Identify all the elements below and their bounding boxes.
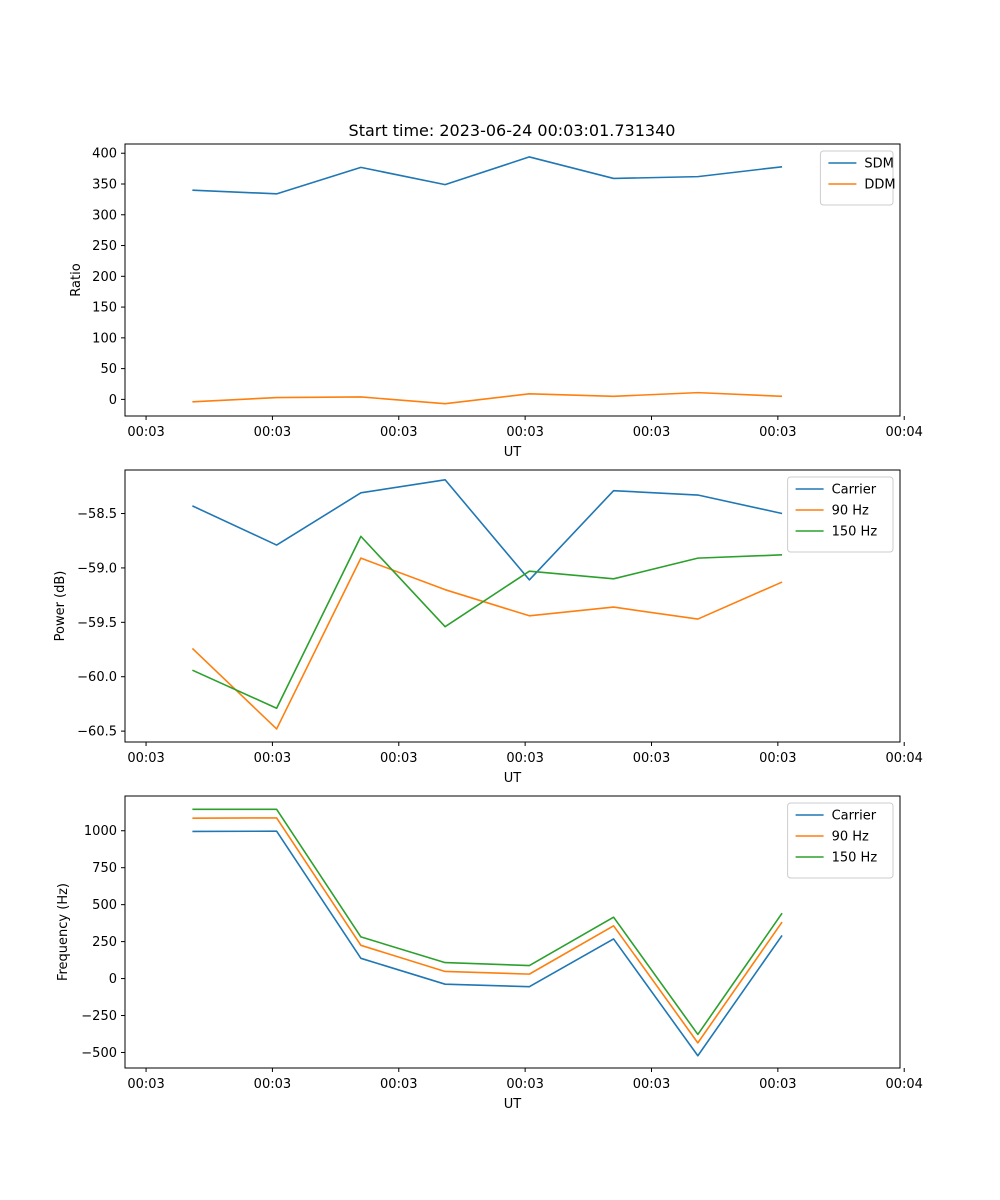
series-line-150-hz <box>192 535 783 710</box>
y-tick-label: −59.5 <box>77 616 117 631</box>
x-tick-label: 00:03 <box>254 751 291 766</box>
legend-label: DDM <box>864 178 895 193</box>
x-tick-label: 00:04 <box>885 751 922 766</box>
y-axis-label: Frequency (Hz) <box>56 883 71 981</box>
y-tick-label: −500 <box>81 1046 117 1061</box>
y-tick-label: 250 <box>92 935 117 950</box>
y-tick-label: −60.0 <box>77 670 117 685</box>
y-tick-label: 1000 <box>84 824 117 839</box>
x-axis-label: UT <box>504 1097 522 1112</box>
x-tick-label: 00:03 <box>633 751 670 766</box>
legend-box <box>819 150 894 206</box>
series-line-carrier <box>192 478 783 581</box>
x-tick-label: 00:03 <box>759 425 796 440</box>
y-tick-label: 300 <box>92 208 117 223</box>
axes-frame <box>124 795 901 1069</box>
y-tick-label: 100 <box>92 331 117 346</box>
chart-panel-3: 00:03 00:03 00:03 00:03 00:03 00:03 00:04 −500 −… <box>56 795 923 1112</box>
y-tick-label: 150 <box>92 301 117 316</box>
x-tick-label: 00:03 <box>127 751 164 766</box>
x-tick-label: 00:03 <box>254 425 291 440</box>
legend-label: Carrier <box>832 809 877 824</box>
x-tick-label: 00:03 <box>633 1077 670 1092</box>
x-tick-label: 00:03 <box>127 425 164 440</box>
series-line-carrier <box>192 830 783 1057</box>
x-tick-label: 00:03 <box>380 1077 417 1092</box>
x-tick-label: 00:04 <box>885 425 922 440</box>
x-tick-label: 00:03 <box>380 425 417 440</box>
y-tick-label: 350 <box>92 178 117 193</box>
y-tick-label: −250 <box>81 1009 117 1024</box>
x-tick-label: 00:03 <box>506 425 543 440</box>
plots-container: 00:03 00:03 00:03 00:03 00:03 00:03 00:04 0 50 10… <box>53 143 923 1112</box>
series-line-90-hz <box>192 817 783 1044</box>
legend-box <box>787 802 894 879</box>
x-tick-label: 00:03 <box>506 1077 543 1092</box>
legend: SDM DDM <box>819 150 896 206</box>
x-tick-label: 00:03 <box>127 1077 164 1092</box>
y-axis-label: Power (dB) <box>53 571 68 642</box>
y-tick-label: 250 <box>92 239 117 254</box>
x-axis-label: UT <box>504 445 522 460</box>
y-tick-label: 0 <box>109 972 117 987</box>
y-tick-label: −60.5 <box>77 725 117 740</box>
legend-label: Carrier <box>832 483 877 498</box>
y-tick-label: 50 <box>100 362 117 377</box>
x-tick-label: 00:03 <box>633 425 670 440</box>
x-tick-label: 00:04 <box>885 1077 922 1092</box>
chart-panel-2: 00:03 00:03 00:03 00:03 00:03 00:03 00:04 −60.5… <box>53 469 923 786</box>
x-axis-label: UT <box>504 771 522 786</box>
series-line-90-hz <box>191 557 783 730</box>
y-tick-label: −59.0 <box>77 561 117 576</box>
legend-label: 150 Hz <box>832 851 878 866</box>
x-tick-label: 00:03 <box>506 751 543 766</box>
y-axis-label: Ratio <box>69 263 84 296</box>
axes-frame <box>124 143 901 417</box>
y-tick-label: 200 <box>92 270 117 285</box>
series-line-150-hz <box>192 808 783 1036</box>
legend: Carrier 90 Hz 150 Hz <box>787 476 894 553</box>
legend-label: 150 Hz <box>832 525 878 540</box>
y-tick-label: 0 <box>109 393 117 408</box>
y-tick-label: 500 <box>92 898 117 913</box>
x-tick-label: 00:03 <box>759 751 796 766</box>
legend-label: 90 Hz <box>832 830 869 845</box>
y-tick-label: 400 <box>92 147 117 162</box>
series-line-sdm <box>192 156 783 195</box>
series-line-ddm <box>192 391 783 405</box>
x-tick-label: 00:03 <box>759 1077 796 1092</box>
legend-box <box>787 476 894 553</box>
x-tick-label: 00:03 <box>254 1077 291 1092</box>
chart-panel-1: 00:03 00:03 00:03 00:03 00:03 00:03 00:04 0 50 10… <box>69 143 923 460</box>
y-tick-label: 750 <box>92 861 117 876</box>
legend-label: SDM <box>864 157 893 172</box>
legend-label: 90 Hz <box>832 504 869 519</box>
legend: Carrier 90 Hz 150 Hz <box>787 802 894 879</box>
y-tick-label: −58.5 <box>77 507 117 522</box>
x-tick-label: 00:03 <box>380 751 417 766</box>
axes-frame <box>124 469 901 743</box>
figure-title: Start time: 2023-06-24 00:03:01.731340 <box>349 121 676 140</box>
